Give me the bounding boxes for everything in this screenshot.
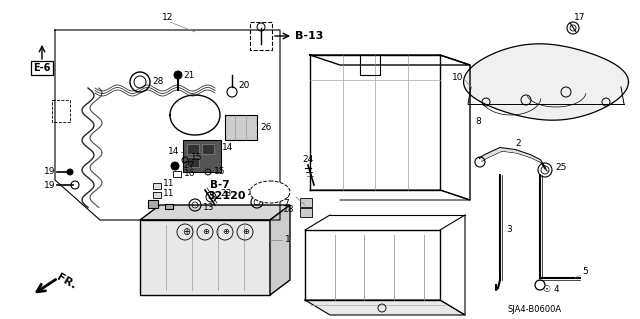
- Text: ⊕: ⊕: [182, 227, 190, 237]
- Text: 11: 11: [163, 180, 175, 189]
- Text: 9: 9: [265, 196, 271, 204]
- Circle shape: [67, 169, 73, 175]
- Bar: [52, 100, 70, 122]
- Polygon shape: [305, 300, 465, 315]
- Text: 13: 13: [203, 203, 214, 211]
- Polygon shape: [463, 44, 628, 120]
- Text: 28: 28: [152, 78, 163, 86]
- Text: 6: 6: [283, 190, 289, 199]
- Bar: [300, 208, 312, 217]
- Bar: [187, 157, 199, 167]
- Text: 12: 12: [162, 13, 173, 23]
- Text: ⊕: ⊕: [202, 227, 209, 236]
- Text: B-13: B-13: [295, 31, 323, 41]
- Text: 15: 15: [214, 167, 225, 176]
- Text: 2: 2: [515, 138, 520, 147]
- Bar: [202, 144, 214, 154]
- Text: 14: 14: [168, 147, 179, 157]
- Bar: [173, 171, 181, 177]
- Text: 15: 15: [191, 153, 202, 162]
- Text: FR.: FR.: [55, 272, 77, 292]
- Circle shape: [171, 162, 179, 170]
- Text: 26: 26: [260, 122, 271, 131]
- Bar: [153, 192, 161, 198]
- Text: 25: 25: [555, 164, 566, 173]
- Bar: [187, 144, 199, 154]
- Text: 27: 27: [183, 161, 195, 170]
- Text: 3: 3: [506, 226, 512, 234]
- Text: E-6: E-6: [33, 63, 51, 73]
- Text: 20: 20: [238, 80, 250, 90]
- Bar: [165, 204, 173, 209]
- Text: 21: 21: [183, 70, 195, 79]
- Text: 24: 24: [302, 155, 313, 165]
- Text: 10: 10: [452, 73, 463, 83]
- Bar: [250, 22, 272, 50]
- Polygon shape: [140, 205, 290, 220]
- Text: 19: 19: [44, 181, 56, 189]
- Text: B-7: B-7: [210, 180, 230, 190]
- Text: SJA4-B0600A: SJA4-B0600A: [508, 306, 562, 315]
- Text: 17: 17: [574, 13, 586, 23]
- Text: 1: 1: [285, 235, 291, 244]
- Bar: [183, 140, 221, 172]
- Ellipse shape: [250, 181, 290, 203]
- Text: 5: 5: [582, 268, 588, 277]
- Bar: [153, 183, 161, 189]
- Polygon shape: [480, 148, 547, 171]
- Text: 11: 11: [163, 189, 175, 197]
- Bar: [300, 198, 312, 207]
- Text: 18: 18: [283, 205, 294, 214]
- Text: 16: 16: [184, 168, 195, 177]
- Text: 23: 23: [220, 189, 232, 197]
- Bar: [225, 115, 257, 140]
- Text: ☉ 4: ☉ 4: [543, 286, 559, 294]
- Text: 8: 8: [475, 117, 481, 127]
- Text: 32120: 32120: [207, 191, 246, 201]
- Bar: [140, 220, 270, 295]
- Text: 14: 14: [222, 144, 234, 152]
- Text: ⊕: ⊕: [222, 227, 229, 236]
- Bar: [148, 200, 158, 208]
- Text: ⊕: ⊕: [242, 227, 249, 236]
- Circle shape: [174, 71, 182, 79]
- Text: 7: 7: [283, 198, 289, 207]
- Polygon shape: [270, 205, 290, 295]
- Text: 19: 19: [44, 167, 56, 176]
